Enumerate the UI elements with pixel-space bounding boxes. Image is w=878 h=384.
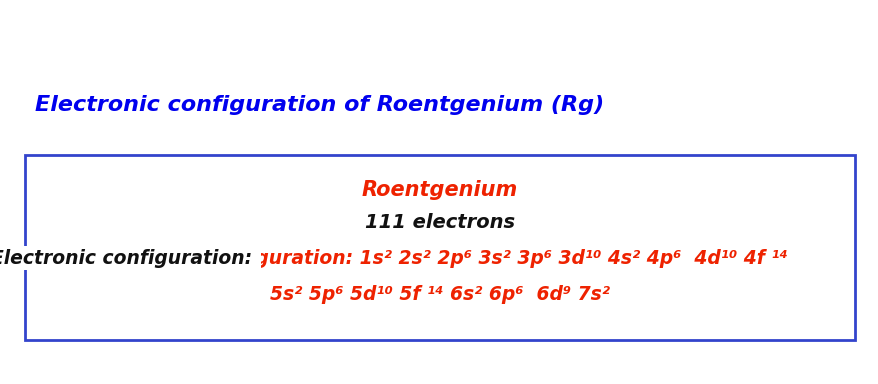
Text: Electronic configuration: 1s² 2s² 2p⁶ 3s² 3p⁶ 3d¹⁰ 4s² 4p⁶  4d¹⁰ 4f ¹⁴: Electronic configuration: 1s² 2s² 2p⁶ 3s…: [92, 248, 787, 268]
FancyBboxPatch shape: [25, 155, 854, 340]
Text: 111 electrons: 111 electrons: [364, 212, 515, 232]
Text: 5s² 5p⁶ 5d¹⁰ 5f ¹⁴ 6s² 6p⁶  6d⁹ 7s²: 5s² 5p⁶ 5d¹⁰ 5f ¹⁴ 6s² 6p⁶ 6d⁹ 7s²: [270, 285, 609, 305]
Text: Electronic configuration:: Electronic configuration:: [0, 248, 258, 268]
Text: Electronic configuration of Roentgenium (Rg): Electronic configuration of Roentgenium …: [35, 95, 603, 115]
Text: Roentgenium: Roentgenium: [362, 180, 517, 200]
